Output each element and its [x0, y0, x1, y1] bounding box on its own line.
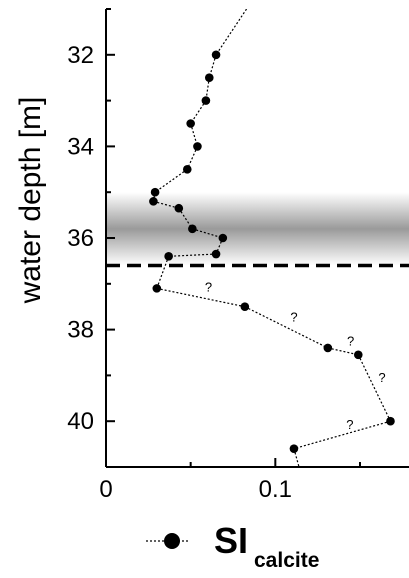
y-tick-label: 36	[67, 225, 94, 252]
data-point	[386, 417, 395, 426]
series-line-segment	[245, 307, 328, 348]
series-line-segment	[358, 355, 390, 421]
uncertainty-label: ?	[347, 333, 354, 348]
data-point	[149, 197, 158, 206]
data-point	[164, 252, 173, 261]
data-point	[241, 302, 250, 311]
uncertainty-label: ?	[290, 309, 297, 324]
data-point	[183, 165, 192, 174]
series-line-segment	[157, 288, 245, 306]
data-point	[354, 350, 363, 359]
x-tick-label: 0	[99, 476, 112, 503]
data-point	[186, 119, 195, 128]
y-tick-label: 34	[67, 133, 94, 160]
data-point	[212, 51, 221, 60]
legend-label: SI	[214, 520, 248, 561]
series-line-segment	[155, 169, 187, 192]
data-point	[193, 142, 202, 151]
legend: SI calcite	[146, 520, 319, 572]
uncertainty-label: ?	[378, 370, 385, 385]
data-point	[188, 225, 197, 234]
data-point	[205, 73, 214, 82]
data-point	[202, 96, 211, 105]
y-tick-label: 38	[67, 317, 94, 344]
legend-marker	[164, 533, 180, 549]
y-axis-label: water depth [m]	[14, 97, 47, 305]
uncertainty-label: ?	[346, 417, 353, 432]
series-line-segment	[294, 421, 391, 448]
legend-label-subscript: calcite	[254, 549, 319, 572]
data-point	[175, 204, 184, 213]
uncertainty-label: ?	[205, 280, 212, 295]
x-tick-label: 0.1	[259, 476, 292, 503]
data-point	[219, 234, 228, 243]
series-line-segment	[216, 9, 246, 55]
data-point	[212, 250, 221, 259]
data-point	[151, 188, 160, 197]
data-point	[152, 284, 161, 293]
y-tick-label: 40	[67, 408, 94, 435]
data-point	[290, 444, 299, 453]
data-point	[324, 344, 333, 353]
series-line-segment	[328, 348, 358, 355]
y-tick-label: 32	[67, 42, 94, 69]
